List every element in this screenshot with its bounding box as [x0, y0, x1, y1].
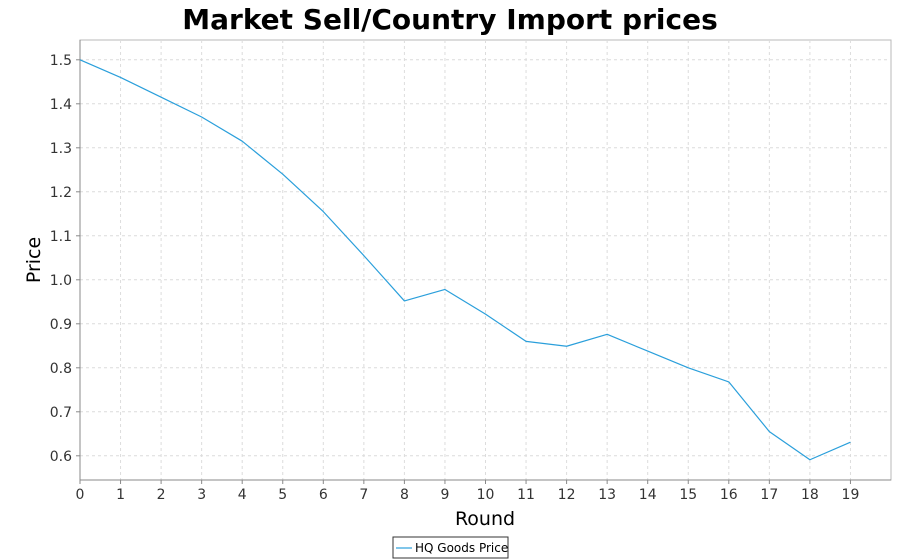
data-point	[159, 95, 164, 100]
y-tick-label: 0.8	[50, 361, 72, 377]
y-tick-label: 1.1	[50, 229, 72, 245]
data-point	[280, 172, 285, 177]
y-tick-label: 1.5	[50, 53, 72, 69]
x-tick-label: 16	[720, 487, 738, 503]
data-point	[605, 332, 610, 337]
legend-box	[392, 536, 509, 559]
data-point	[807, 457, 812, 462]
x-tick-label: 13	[598, 487, 616, 503]
y-tick-label: 0.9	[50, 317, 72, 333]
data-point	[118, 75, 123, 80]
data-point	[564, 344, 569, 349]
x-tick-label: 18	[801, 487, 819, 503]
x-tick-label: 15	[679, 487, 697, 503]
x-tick-label: 17	[760, 487, 778, 503]
legend: HQ Goods Price	[392, 536, 509, 559]
data-point	[483, 312, 488, 317]
chart-title: Market Sell/Country Import prices	[182, 3, 718, 36]
x-tick-label: 9	[440, 487, 449, 503]
x-tick-label: 19	[842, 487, 860, 503]
data-point	[726, 379, 731, 384]
y-tick-label: 0.6	[50, 449, 72, 465]
x-tick-label: 11	[517, 487, 535, 503]
y-tick-label: 1.2	[50, 185, 72, 201]
data-point	[321, 209, 326, 214]
data-point	[442, 287, 447, 292]
x-tick-label: 2	[157, 487, 166, 503]
grid	[79, 40, 891, 480]
x-tick-label: 8	[400, 487, 409, 503]
x-tick-label: 5	[278, 487, 287, 503]
y-axis-title: Price	[23, 237, 45, 283]
data-point	[686, 365, 691, 370]
x-tick-label: 14	[639, 487, 657, 503]
series-line-hq-goods-price	[79, 59, 851, 461]
data-point	[645, 349, 650, 354]
x-tick-label: 1	[116, 487, 125, 503]
x-tick-label: 10	[477, 487, 495, 503]
x-tick-label: 4	[238, 487, 247, 503]
x-tick-label: 6	[319, 487, 328, 503]
series-layer	[78, 57, 853, 462]
y-tick-label: 1.3	[50, 141, 72, 157]
y-tick-label: 1.4	[50, 97, 72, 113]
axes: 0 1 2 3 4 5 6 7 8 9 10 11 12 13 14 15 16 17 18 190.60.70.80…	[50, 40, 891, 503]
data-point	[199, 115, 204, 120]
x-axis-title: Round	[455, 508, 515, 530]
data-point	[848, 440, 853, 445]
y-tick-label: 0.7	[50, 405, 72, 421]
data-point	[402, 298, 407, 303]
x-tick-label: 3	[197, 487, 206, 503]
data-point	[240, 139, 245, 144]
x-tick-label: 7	[359, 487, 368, 503]
x-tick-label: 0	[76, 487, 85, 503]
data-point	[524, 339, 529, 344]
data-point	[767, 429, 772, 434]
data-point	[78, 57, 83, 62]
x-tick-label: 12	[558, 487, 576, 503]
legend-label: HQ Goods Price	[415, 541, 508, 555]
y-tick-label: 1.0	[50, 273, 72, 289]
data-point	[361, 253, 366, 258]
